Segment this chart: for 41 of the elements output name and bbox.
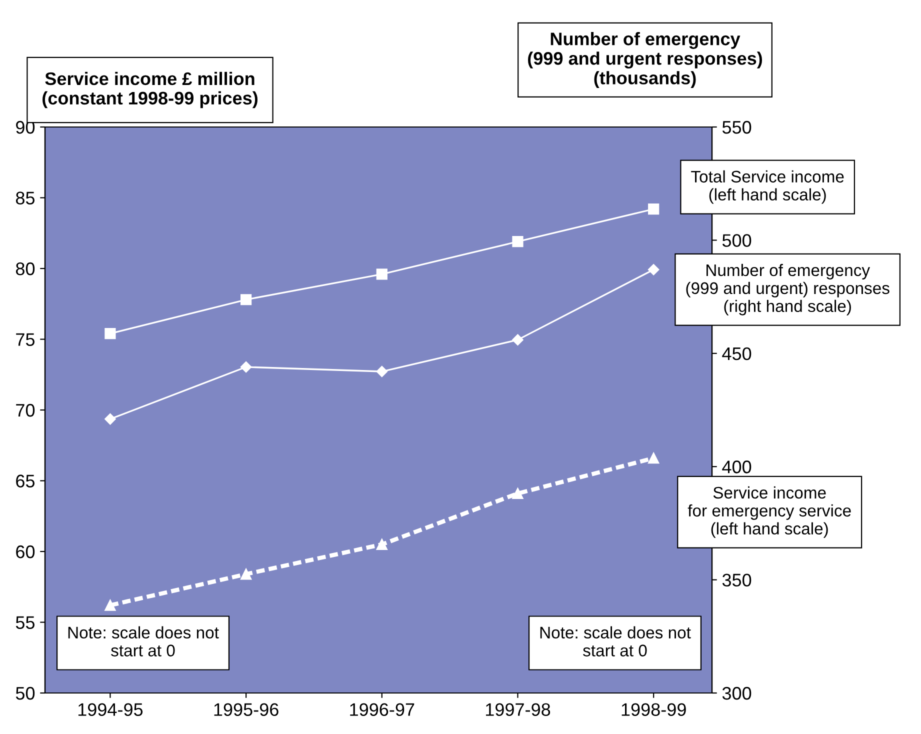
point: [648, 452, 660, 464]
y2-tick-label: 500: [722, 234, 752, 247]
y2-tick-label: 300: [722, 686, 752, 700]
y2-tick-label: 350: [722, 574, 752, 587]
y-tick-label: 80: [16, 262, 35, 276]
y2-tick-label: 400: [722, 460, 752, 474]
point: [240, 568, 252, 580]
y-tick-label: 75: [16, 333, 35, 346]
y-tick-label: 50: [16, 686, 35, 700]
point: [512, 334, 524, 346]
point: [648, 204, 660, 215]
point: [376, 538, 388, 550]
y-tick-label: 65: [16, 474, 35, 488]
x-tick-label: 1996-97: [350, 703, 414, 716]
point: [104, 413, 116, 425]
annotation: Note: scale does not start at 0: [68, 626, 219, 656]
y2-tick-label: 450: [722, 347, 752, 360]
y-tick-label: 60: [16, 545, 35, 558]
point: [376, 268, 388, 280]
series-label: Number of emergency (999 and urgent) responses (right hand scale): [686, 264, 890, 316]
x-tick-label: 1995-96: [214, 703, 278, 716]
y2-tick-label: 550: [722, 120, 752, 134]
point: [240, 361, 252, 373]
point: [376, 366, 388, 378]
point: [512, 488, 524, 500]
annotation: Note: scale does not start at 0: [540, 626, 691, 656]
point: [512, 236, 524, 248]
point: [240, 294, 252, 306]
text: Service income for emergency service (left hand scale): [688, 486, 851, 538]
point: [104, 600, 116, 611]
x-tick-label: 1998-99: [622, 703, 686, 716]
y-tick-label: 85: [16, 192, 35, 204]
y-tick-label: 70: [16, 404, 35, 417]
series-label: Total Service income (left hand scale): [691, 170, 844, 204]
x-tick-label: 1994-95: [78, 703, 143, 716]
x-tick-label: 1997-98: [486, 703, 550, 716]
point: [104, 328, 116, 340]
y2-axis-title: Number of emergency (999 and urgent responses) (thousands): [528, 32, 762, 88]
point: [648, 264, 660, 276]
y-axis-title: Service income £ million (constant 1998-99 prices): [42, 72, 258, 108]
y-tick-label: 55: [16, 616, 35, 629]
